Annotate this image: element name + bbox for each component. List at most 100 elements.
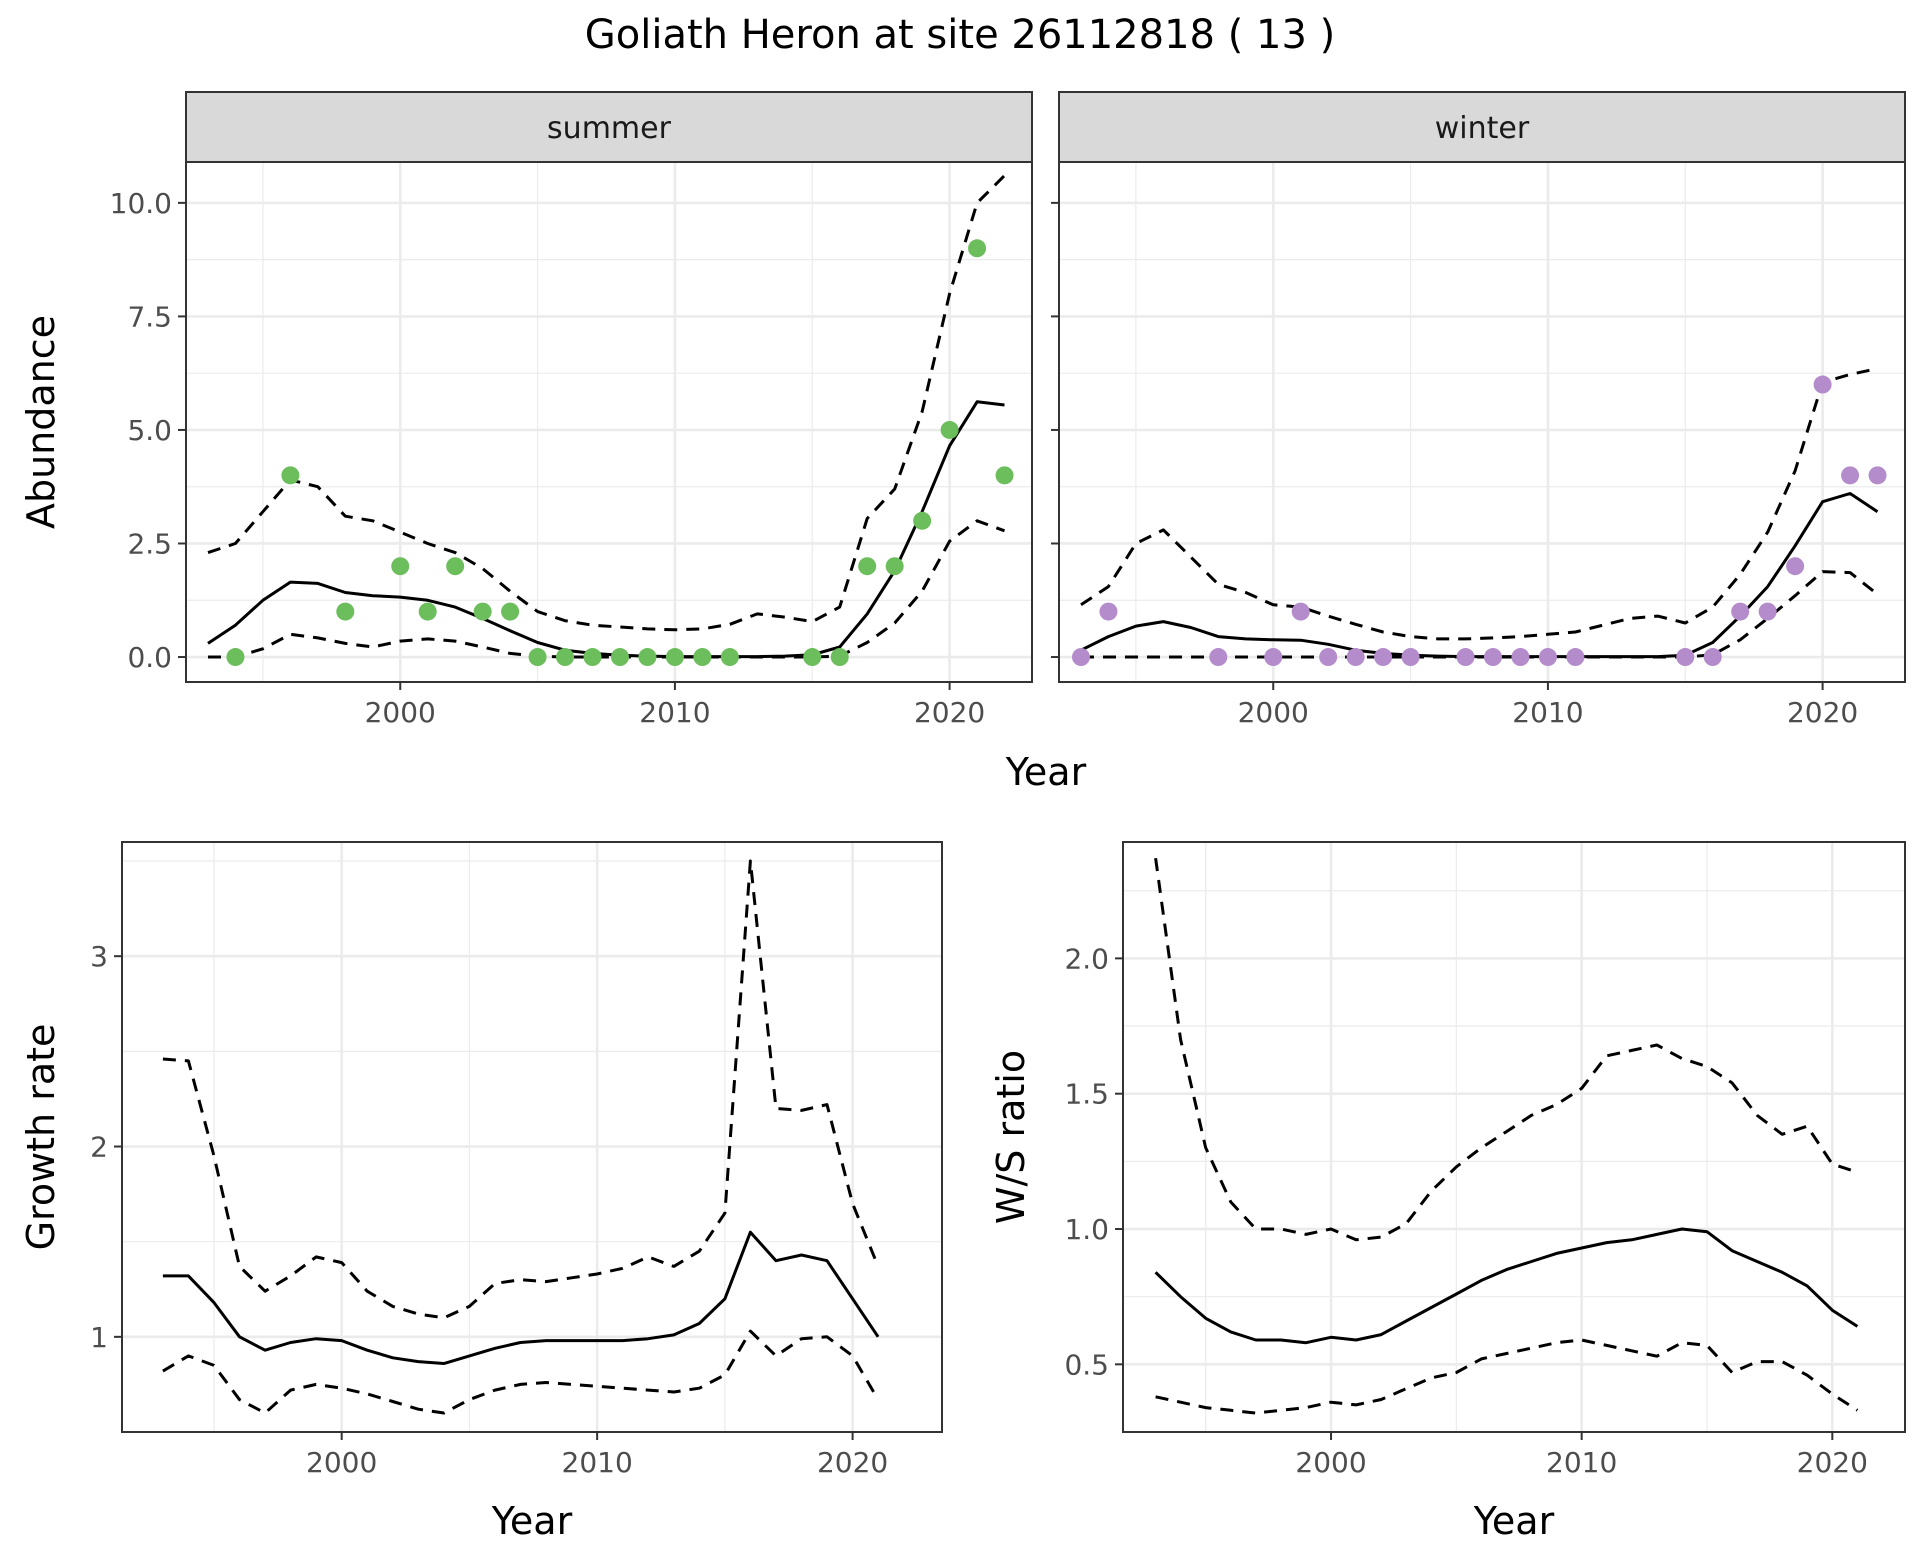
x-tick-label: 2020 bbox=[914, 696, 985, 729]
series-group bbox=[207, 174, 1014, 667]
facet-strip bbox=[1058, 91, 1906, 163]
y-tick-label: 1.0 bbox=[1064, 1213, 1109, 1246]
data-point bbox=[610, 648, 629, 667]
series-group bbox=[1154, 857, 1859, 1415]
facet-strip-label: summer bbox=[547, 111, 672, 146]
y-tick-label: 1 bbox=[90, 1321, 108, 1354]
data-point bbox=[1511, 648, 1530, 667]
x-axis-title: Year bbox=[1005, 750, 1087, 794]
series-line-estimate bbox=[1154, 1227, 1859, 1345]
panel-4: 2000 2010 2020 0.5 1.0 1.5 2.0 Year W/S ratio bbox=[989, 841, 1906, 1543]
data-point bbox=[1456, 648, 1475, 667]
y-tick-label: 3 bbox=[90, 940, 108, 973]
data-point bbox=[281, 466, 300, 485]
panel-background bbox=[1059, 162, 1905, 682]
series-group bbox=[162, 859, 880, 1415]
x-tick-label: 2020 bbox=[1797, 1446, 1868, 1479]
panel-background bbox=[186, 162, 1032, 682]
data-point bbox=[693, 648, 712, 667]
series-line-upper bbox=[1154, 857, 1858, 1242]
panels: summer 2000 2010 2020 0.0 2.5 5.0 7.5 10.0 Year Ab… bbox=[19, 91, 1906, 1543]
data-point bbox=[968, 239, 987, 258]
data-point bbox=[1099, 602, 1118, 621]
panel-3: 2000 2010 2020 1 2 3 Year Growth rate bbox=[19, 841, 943, 1543]
x-tick-label: 2000 bbox=[1238, 696, 1309, 729]
data-point bbox=[1374, 648, 1393, 667]
data-point bbox=[391, 557, 410, 576]
y-tick-label: 7.5 bbox=[127, 300, 172, 333]
data-point bbox=[913, 511, 932, 530]
data-point bbox=[1209, 648, 1228, 667]
data-point bbox=[995, 466, 1014, 485]
data-point bbox=[1483, 648, 1502, 667]
y-tick-label: 0.0 bbox=[127, 641, 172, 674]
data-point bbox=[556, 648, 575, 667]
x-axis-title: Year bbox=[1473, 1499, 1555, 1543]
series-line-upper bbox=[1080, 367, 1878, 641]
data-point bbox=[473, 602, 492, 621]
data-point bbox=[1676, 648, 1695, 667]
x-tick-label: 2010 bbox=[1512, 696, 1583, 729]
x-tick-label: 2000 bbox=[1295, 1446, 1366, 1479]
series-line-upper bbox=[207, 174, 1006, 632]
data-point bbox=[1731, 602, 1750, 621]
data-point bbox=[1401, 648, 1420, 667]
y-tick-label: 10.0 bbox=[110, 187, 172, 220]
x-tick-label: 2010 bbox=[639, 696, 710, 729]
data-point bbox=[1786, 557, 1805, 576]
panel-1: summer 2000 2010 2020 0.0 2.5 5.0 7.5 10.0 Year Ab… bbox=[19, 91, 1087, 794]
figure-title: Goliath Heron at site 26112818 ( 13 ) bbox=[585, 12, 1335, 58]
data-point bbox=[528, 648, 547, 667]
data-point bbox=[1319, 648, 1338, 667]
panel-2: winter 2000 2010 2020 bbox=[1051, 91, 1906, 729]
data-point bbox=[885, 557, 904, 576]
data-point bbox=[858, 557, 877, 576]
data-point bbox=[1813, 375, 1832, 394]
panel-background bbox=[1123, 842, 1905, 1432]
y-axis-title: Growth rate bbox=[19, 1024, 63, 1251]
panel-border bbox=[121, 841, 943, 1433]
x-axis-title: Year bbox=[491, 1499, 573, 1543]
x-tick-label: 2010 bbox=[562, 1446, 633, 1479]
y-tick-label: 5.0 bbox=[127, 414, 172, 447]
panel-border bbox=[1122, 841, 1906, 1433]
data-point bbox=[720, 648, 739, 667]
series-line-estimate bbox=[162, 1230, 880, 1365]
series-line-lower bbox=[162, 1329, 880, 1415]
data-point bbox=[638, 648, 657, 667]
x-tick-label: 2020 bbox=[1787, 696, 1858, 729]
series-line-estimate bbox=[207, 400, 1005, 659]
y-axis-title: W/S ratio bbox=[989, 1050, 1033, 1224]
data-point bbox=[940, 420, 959, 439]
data-point bbox=[1291, 602, 1310, 621]
series-line-upper bbox=[162, 859, 880, 1320]
facet-strip bbox=[185, 91, 1033, 163]
x-tick-label: 2000 bbox=[365, 696, 436, 729]
data-point bbox=[1868, 466, 1887, 485]
series-line-lower bbox=[1155, 1338, 1859, 1415]
facet-strip-label: winter bbox=[1435, 111, 1530, 146]
data-point bbox=[336, 602, 355, 621]
data-point bbox=[803, 648, 822, 667]
data-point bbox=[226, 648, 245, 667]
data-point bbox=[418, 602, 437, 621]
data-point bbox=[1346, 648, 1365, 667]
y-axis-title: Abundance bbox=[19, 315, 63, 529]
data-point bbox=[1071, 648, 1090, 667]
y-tick-label: 2.0 bbox=[1064, 942, 1109, 975]
data-point bbox=[1264, 648, 1283, 667]
data-point bbox=[501, 602, 520, 621]
series-line-lower bbox=[208, 519, 1006, 659]
data-point bbox=[1703, 648, 1722, 667]
data-point bbox=[1758, 602, 1777, 621]
x-tick-label: 2000 bbox=[306, 1446, 377, 1479]
series-group bbox=[1071, 367, 1887, 667]
data-point bbox=[583, 648, 602, 667]
data-point bbox=[1841, 466, 1860, 485]
y-tick-label: 1.5 bbox=[1064, 1078, 1109, 1111]
panel-background bbox=[122, 842, 942, 1432]
x-tick-label: 2020 bbox=[817, 1446, 888, 1479]
data-point bbox=[446, 557, 465, 576]
y-tick-label: 2.5 bbox=[127, 527, 172, 560]
